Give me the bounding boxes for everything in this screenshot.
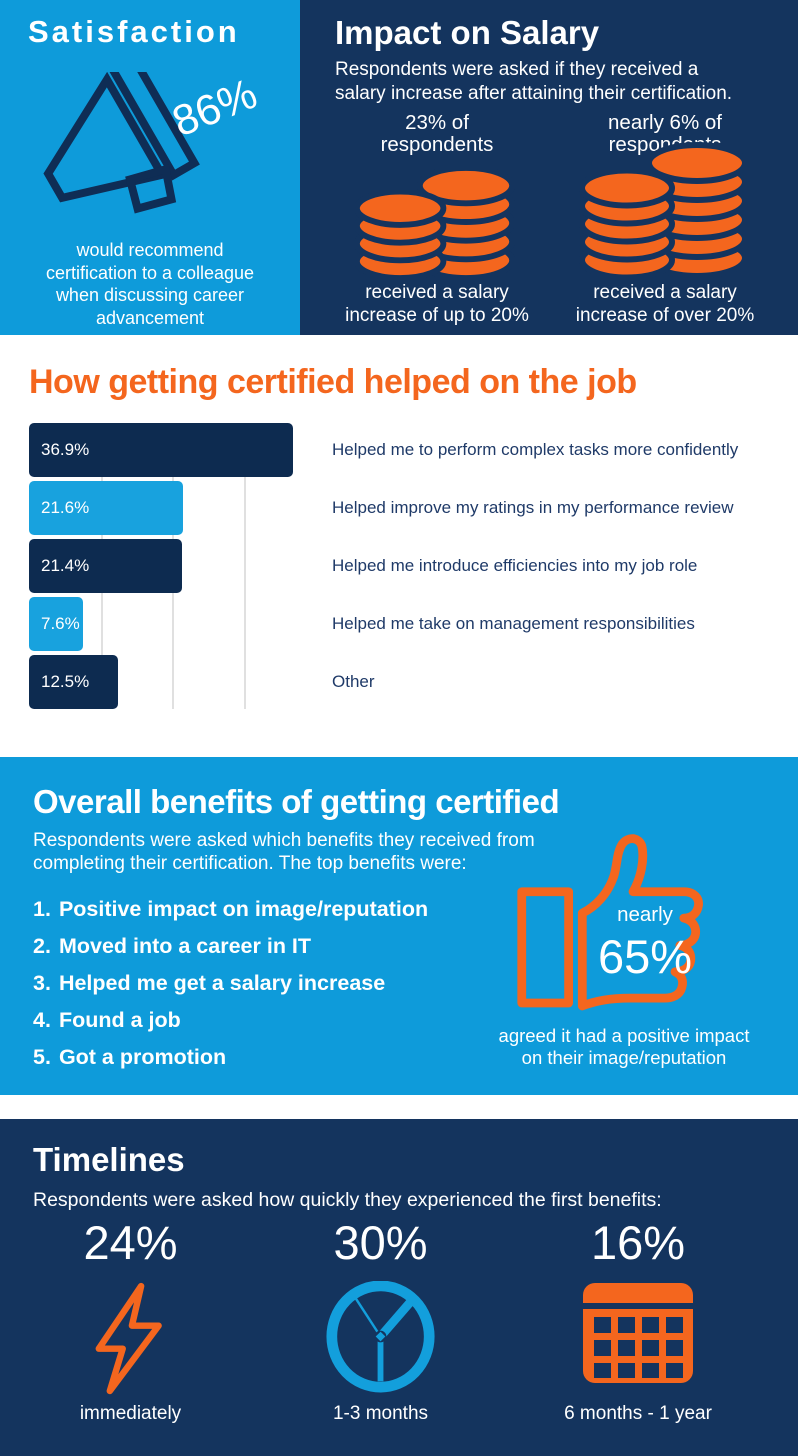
benefits-list-item: 1. Positive impact on image/reputation bbox=[33, 897, 429, 921]
timelines-title: Timelines bbox=[33, 1141, 185, 1178]
bar: 36.9% bbox=[29, 423, 293, 477]
bar-value-label: 12.5% bbox=[41, 672, 90, 691]
thumbs-up-icon bbox=[517, 834, 703, 1011]
salary-title: Impact on Salary bbox=[335, 14, 600, 51]
bar: 12.5% bbox=[29, 655, 119, 709]
bar-value-label: 21.4% bbox=[41, 556, 90, 575]
timeline-column-1-3-months: 30% 1-3 months bbox=[278, 1119, 483, 1456]
satisfaction-description: would recommend certification to a colle… bbox=[45, 240, 255, 328]
salary-caption: received a salary increase of up to 20% bbox=[345, 282, 529, 326]
benefits-stat: 65% bbox=[597, 930, 693, 983]
bar-row: 36.9% Helped me to perform complex tasks… bbox=[29, 423, 770, 477]
calendar-icon bbox=[583, 1283, 693, 1383]
bar-value-label: 21.6% bbox=[41, 498, 90, 517]
satisfaction-title: Satisfaction bbox=[28, 14, 240, 49]
benefits-list-item: 3. Helped me get a salary increase bbox=[33, 971, 386, 995]
megaphone-icon bbox=[43, 72, 200, 214]
timeline-stat: 24% bbox=[83, 1216, 178, 1269]
benefits-list-item: 4. Found a job bbox=[33, 1008, 181, 1032]
benefits-list-item: 5. Got a promotion bbox=[33, 1045, 227, 1069]
bar-category-label: Helped improve my ratings in my performa… bbox=[332, 498, 734, 517]
bar-value-label: 36.9% bbox=[41, 440, 90, 459]
timeline-stat: 30% bbox=[333, 1216, 428, 1269]
bar: 7.6% bbox=[29, 597, 84, 651]
bar-row: 7.6% Helped me take on management respon… bbox=[29, 597, 770, 651]
timeline-label: 6 months - 1 year bbox=[564, 1403, 712, 1424]
bar-category-label: Helped me take on management responsibil… bbox=[332, 614, 695, 633]
timeline-stat: 16% bbox=[590, 1216, 686, 1269]
overall-benefits-panel: Overall benefits of getting certified Re… bbox=[0, 757, 798, 1095]
bar-category-label: Helped me introduce efficiencies into my… bbox=[332, 556, 698, 575]
benefits-subtitle: Respondents were asked which benefits th… bbox=[33, 830, 535, 874]
lightning-icon bbox=[95, 1282, 162, 1395]
clock-icon bbox=[325, 1281, 435, 1393]
salary-subtitle: Respondents were asked if they received … bbox=[335, 59, 733, 104]
bar-row: 12.5% Other bbox=[29, 655, 770, 709]
bar-category-label: Other bbox=[332, 672, 375, 691]
bar-row: 21.4% Helped me introduce efficiencies i… bbox=[29, 539, 770, 593]
benefits-stat-prefix: nearly bbox=[617, 903, 673, 926]
bar-chart: 36.9% Helped me to perform complex tasks… bbox=[29, 423, 770, 709]
benefits-list-item: 2. Moved into a career in IT bbox=[33, 934, 312, 958]
benefits-list: 1. Positive impact on image/reputation 2.… bbox=[33, 891, 428, 1076]
bar-value-label: 7.6% bbox=[41, 614, 80, 633]
salary-column-over-20: nearly 6% of respondents bbox=[550, 0, 780, 335]
timeline-label: 1-3 months bbox=[332, 1403, 429, 1424]
salary-column-up-to-20: 23% of respondents bbox=[312, 0, 562, 335]
benefits-title: Overall benefits of getting certified bbox=[33, 783, 560, 820]
timeline-column-6-months-1-year: 16% 6 months - 1 year bbox=[518, 1119, 758, 1456]
coins-stack-icon bbox=[353, 164, 516, 281]
chart-title: How getting certified helped on the job bbox=[29, 363, 637, 401]
benefits-caption: agreed it had a positive impact on their… bbox=[498, 1025, 750, 1068]
bar-row: 21.6% Helped improve my ratings in my pe… bbox=[29, 481, 770, 535]
bar: 21.6% bbox=[29, 481, 184, 535]
timeline-column-immediately: 24% immediately bbox=[28, 1119, 233, 1456]
timelines-subtitle: Respondents were asked how quickly they … bbox=[33, 1189, 662, 1211]
timelines-panel: Timelines Respondents were asked how qui… bbox=[0, 1119, 798, 1456]
job-help-chart-section: How getting certified helped on the job … bbox=[0, 335, 798, 757]
bar-category-label: Helped me to perform complex tasks more … bbox=[332, 440, 739, 459]
timeline-label: immediately bbox=[79, 1403, 182, 1424]
coins-stack-large-icon bbox=[579, 142, 748, 281]
impact-on-salary-panel: Impact on Salary Respondents were asked … bbox=[300, 0, 798, 335]
salary-caption: received a salary increase of over 20% bbox=[575, 282, 755, 326]
satisfaction-panel: Satisfaction 86% would recommend certifi… bbox=[0, 0, 300, 335]
salary-stat: 23% of respondents bbox=[380, 111, 494, 156]
bar: 21.4% bbox=[29, 539, 182, 593]
